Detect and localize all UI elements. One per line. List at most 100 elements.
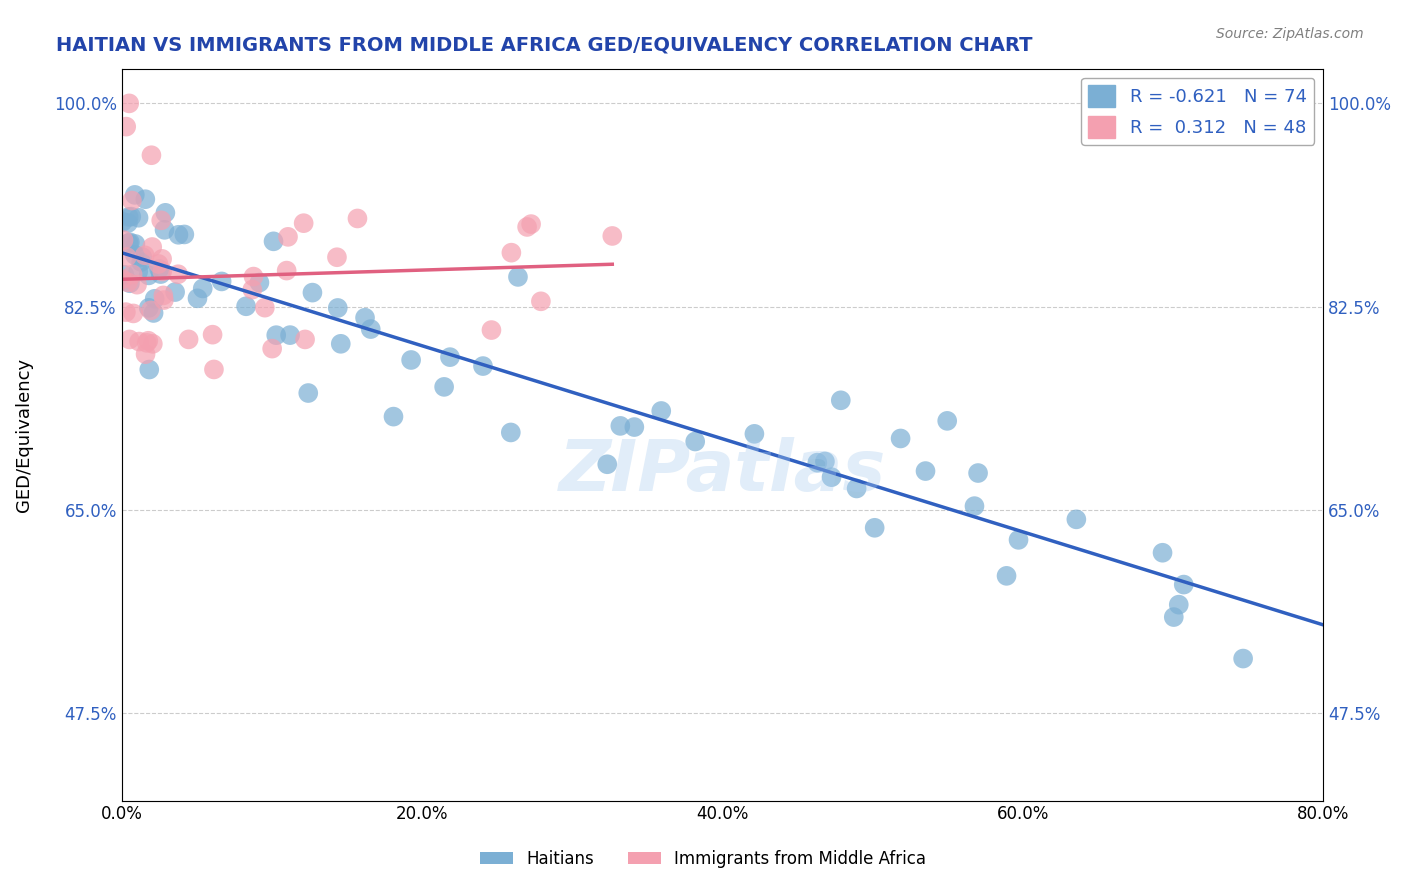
Immigrants from Middle Africa bbox=[530, 294, 553, 309]
Immigrants from Middle Africa bbox=[134, 248, 156, 262]
Immigrants from Middle Africa bbox=[121, 194, 143, 208]
Haitians bbox=[995, 569, 1018, 583]
Haitians bbox=[399, 353, 422, 368]
Immigrants from Middle Africa bbox=[326, 250, 349, 264]
Immigrants from Middle Africa bbox=[277, 230, 299, 244]
Immigrants from Middle Africa bbox=[177, 332, 200, 346]
Haitians bbox=[890, 432, 912, 446]
Haitians bbox=[1152, 546, 1174, 560]
Haitians bbox=[249, 276, 271, 290]
Haitians bbox=[118, 235, 141, 250]
Immigrants from Middle Africa bbox=[240, 283, 263, 297]
Haitians bbox=[963, 499, 986, 513]
Haitians bbox=[118, 236, 141, 251]
Text: HAITIAN VS IMMIGRANTS FROM MIDDLE AFRICA GED/EQUIVALENCY CORRELATION CHART: HAITIAN VS IMMIGRANTS FROM MIDDLE AFRICA… bbox=[56, 36, 1033, 54]
Immigrants from Middle Africa bbox=[150, 252, 173, 266]
Haitians bbox=[148, 262, 170, 277]
Haitians bbox=[439, 350, 461, 364]
Haitians bbox=[124, 187, 146, 202]
Immigrants from Middle Africa bbox=[150, 213, 173, 227]
Haitians bbox=[650, 404, 672, 418]
Haitians bbox=[117, 216, 139, 230]
Immigrants from Middle Africa bbox=[135, 347, 157, 361]
Immigrants from Middle Africa bbox=[118, 96, 141, 111]
Immigrants from Middle Africa bbox=[125, 277, 148, 292]
Immigrants from Middle Africa bbox=[202, 362, 225, 376]
Haitians bbox=[142, 306, 165, 320]
Immigrants from Middle Africa bbox=[115, 120, 138, 134]
Immigrants from Middle Africa bbox=[142, 336, 165, 351]
Immigrants from Middle Africa bbox=[153, 293, 176, 307]
Haitians bbox=[138, 362, 160, 376]
Immigrants from Middle Africa bbox=[135, 335, 157, 350]
Haitians bbox=[1167, 598, 1189, 612]
Immigrants from Middle Africa bbox=[292, 216, 315, 230]
Immigrants from Middle Africa bbox=[600, 229, 623, 244]
Haitians bbox=[914, 464, 936, 478]
Haitians bbox=[326, 301, 349, 315]
Haitians bbox=[683, 434, 706, 449]
Haitians bbox=[814, 454, 837, 468]
Immigrants from Middle Africa bbox=[112, 233, 135, 247]
Haitians bbox=[120, 210, 142, 224]
Immigrants from Middle Africa bbox=[152, 288, 174, 302]
Legend: R = -0.621   N = 74, R =  0.312   N = 48: R = -0.621 N = 74, R = 0.312 N = 48 bbox=[1081, 78, 1315, 145]
Immigrants from Middle Africa bbox=[128, 334, 150, 349]
Haitians bbox=[143, 292, 166, 306]
Haitians bbox=[211, 275, 233, 289]
Haitians bbox=[128, 211, 150, 225]
Haitians bbox=[967, 466, 990, 480]
Haitians bbox=[499, 425, 522, 440]
Immigrants from Middle Africa bbox=[122, 306, 145, 320]
Legend: Haitians, Immigrants from Middle Africa: Haitians, Immigrants from Middle Africa bbox=[474, 844, 932, 875]
Haitians bbox=[127, 265, 149, 279]
Haitians bbox=[936, 414, 959, 428]
Haitians bbox=[138, 268, 160, 283]
Haitians bbox=[129, 255, 152, 269]
Haitians bbox=[433, 380, 456, 394]
Haitians bbox=[131, 250, 153, 264]
Haitians bbox=[301, 285, 323, 300]
Haitians bbox=[354, 310, 377, 325]
Immigrants from Middle Africa bbox=[346, 211, 368, 226]
Immigrants from Middle Africa bbox=[516, 219, 538, 234]
Immigrants from Middle Africa bbox=[139, 303, 162, 318]
Immigrants from Middle Africa bbox=[242, 269, 264, 284]
Haitians bbox=[155, 206, 177, 220]
Immigrants from Middle Africa bbox=[141, 148, 163, 162]
Haitians bbox=[191, 281, 214, 295]
Immigrants from Middle Africa bbox=[115, 305, 138, 319]
Haitians bbox=[186, 291, 208, 305]
Haitians bbox=[167, 227, 190, 242]
Immigrants from Middle Africa bbox=[136, 334, 159, 348]
Text: Source: ZipAtlas.com: Source: ZipAtlas.com bbox=[1216, 27, 1364, 41]
Haitians bbox=[149, 267, 172, 281]
Immigrants from Middle Africa bbox=[481, 323, 503, 337]
Haitians bbox=[472, 359, 495, 373]
Immigrants from Middle Africa bbox=[150, 264, 173, 278]
Immigrants from Middle Africa bbox=[276, 263, 298, 277]
Haitians bbox=[112, 268, 135, 282]
Haitians bbox=[264, 328, 287, 343]
Immigrants from Middle Africa bbox=[117, 276, 139, 290]
Haitians bbox=[506, 269, 529, 284]
Haitians bbox=[165, 285, 187, 299]
Haitians bbox=[360, 322, 382, 336]
Immigrants from Middle Africa bbox=[501, 245, 523, 260]
Haitians bbox=[382, 409, 405, 424]
Haitians bbox=[1066, 512, 1088, 526]
Immigrants from Middle Africa bbox=[201, 327, 224, 342]
Immigrants from Middle Africa bbox=[141, 240, 163, 254]
Immigrants from Middle Africa bbox=[118, 333, 141, 347]
Immigrants from Middle Africa bbox=[121, 268, 143, 282]
Haitians bbox=[744, 426, 766, 441]
Haitians bbox=[173, 227, 195, 242]
Haitians bbox=[329, 336, 352, 351]
Immigrants from Middle Africa bbox=[294, 333, 316, 347]
Haitians bbox=[138, 301, 160, 315]
Text: ZIPatlas: ZIPatlas bbox=[558, 437, 886, 506]
Haitians bbox=[111, 215, 134, 229]
Haitians bbox=[134, 192, 156, 206]
Haitians bbox=[263, 235, 285, 249]
Immigrants from Middle Africa bbox=[253, 301, 276, 315]
